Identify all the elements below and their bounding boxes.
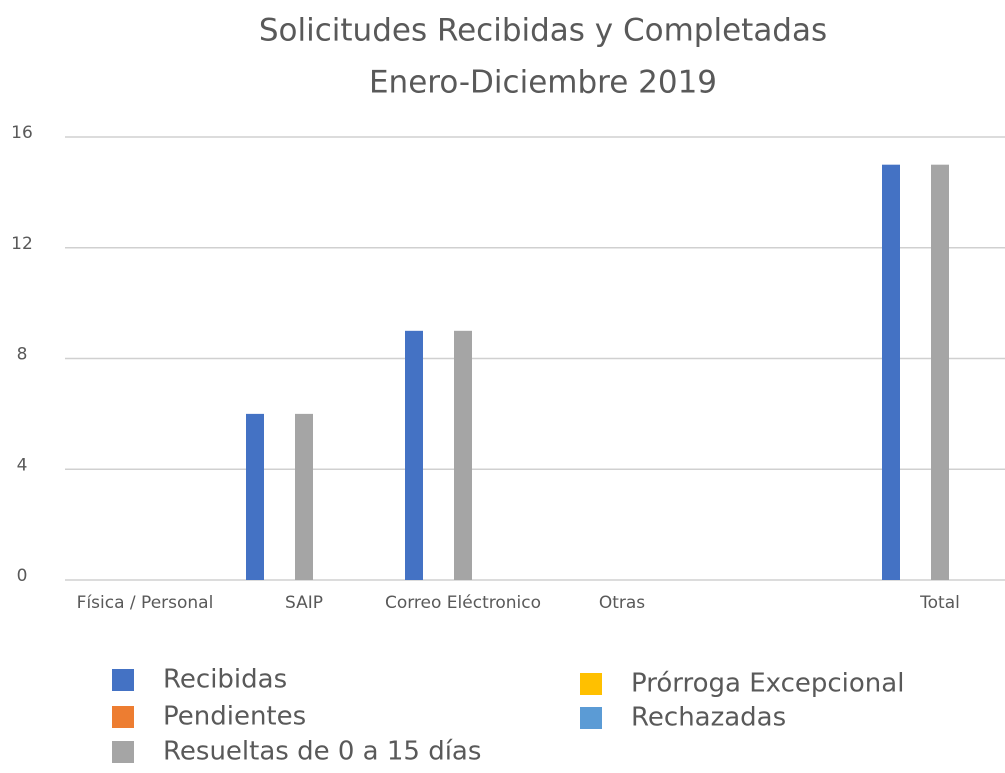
bar [454,331,472,580]
bar [295,414,313,580]
legend-label: Recibidas [163,665,287,695]
legend-swatch [580,673,602,695]
x-tick-label: SAIP [285,593,323,613]
x-tick-label: Correo Eléctronico [385,593,541,613]
y-tick-label: 4 [17,455,28,475]
y-tick-label: 0 [17,566,28,586]
legend-label: Resueltas de 0 a 15 días [163,737,481,767]
legend-label: Prórroga Excepcional [631,669,904,699]
bar [405,331,423,580]
legend-label: Pendientes [163,702,306,732]
legend-swatch [112,741,134,763]
legend-label: Rechazadas [631,703,786,733]
x-tick-label: Otras [599,593,645,613]
chart-subtitle: Enero-Diciembre 2019 [369,65,717,101]
bar [882,165,900,580]
bar [931,165,949,580]
legend-swatch [580,707,602,729]
bar [246,414,264,580]
x-tick-label: Física / Personal [77,593,214,613]
chart-title: Solicitudes Recibidas y Completadas [259,13,827,49]
legend-swatch [112,669,134,691]
legend-swatch [112,706,134,728]
chart: Solicitudes Recibidas y Completadas Ener… [0,0,1005,773]
y-tick-label: 12 [11,234,33,254]
y-tick-label: 8 [17,345,28,365]
y-tick-label: 16 [11,123,33,143]
x-tick-label: Total [919,593,960,613]
